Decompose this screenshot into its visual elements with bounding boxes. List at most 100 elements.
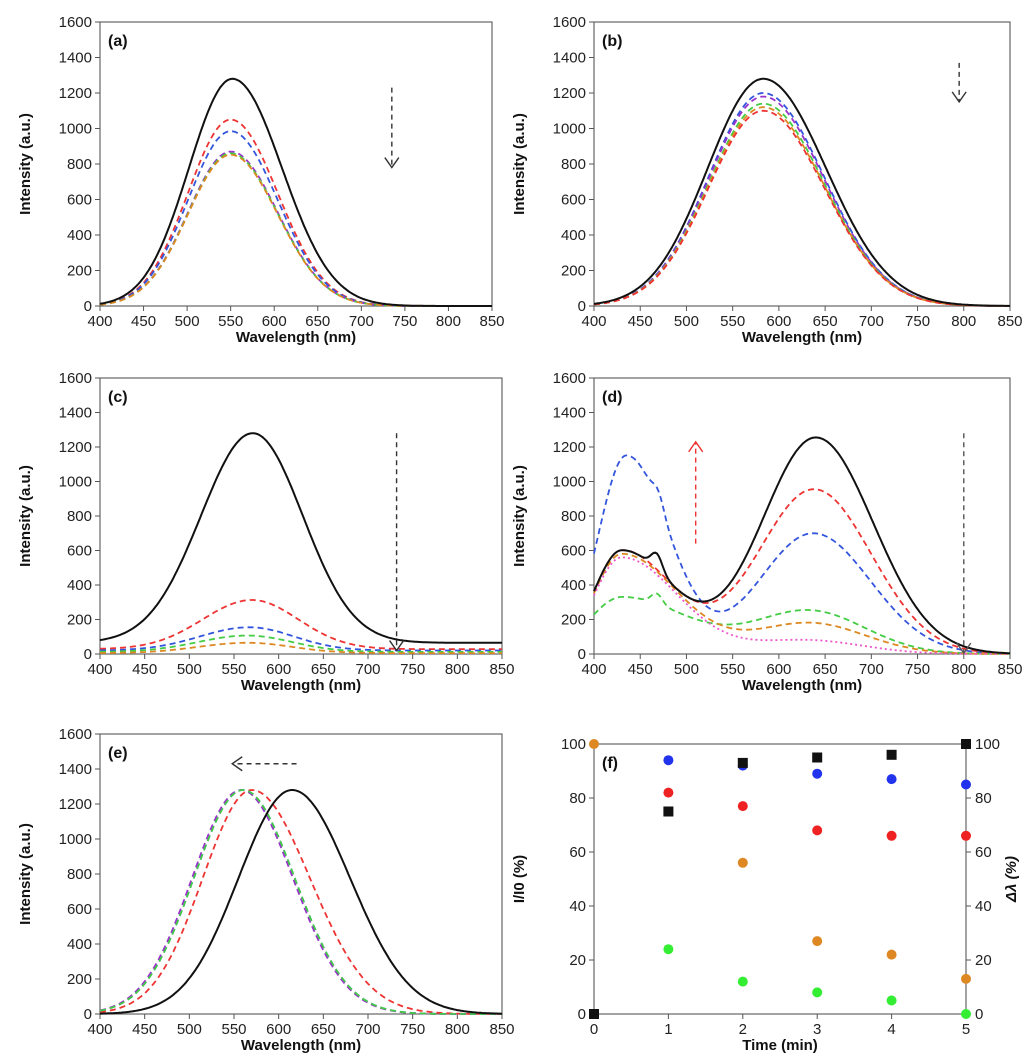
series-line: [99, 130, 492, 307]
y-tick-label: 600: [561, 543, 586, 560]
series-line: [593, 488, 1010, 655]
x-tick-label: 4: [887, 1021, 895, 1038]
y-tick-label: 1600: [553, 370, 586, 387]
x-tick-label: 700: [355, 661, 380, 678]
x-tick-label: 700: [355, 1021, 380, 1038]
y-tick-label: 400: [561, 577, 586, 594]
y-tick-label: 800: [67, 156, 92, 173]
y-tick-label: 1400: [59, 50, 92, 67]
y-tick-label: 200: [561, 612, 586, 629]
x-tick-label: 700: [349, 313, 374, 330]
x-tick-label: 650: [305, 313, 330, 330]
y-tick-label: 60: [569, 844, 586, 861]
data-point-square: [589, 1009, 599, 1019]
panel-label: (f): [602, 755, 618, 772]
x-tick-label: 500: [177, 661, 202, 678]
series-line: [99, 77, 492, 307]
x-tick-label: 500: [674, 313, 699, 330]
y-tick-label: 1000: [59, 474, 92, 491]
series-line: [99, 789, 502, 1015]
y-axis-title: Intensity (a.u.): [17, 823, 34, 925]
x-axis-title: Wavelength (nm): [241, 1037, 361, 1054]
y-tick-label: 0: [578, 298, 586, 315]
plot-frame: [593, 21, 1011, 307]
data-point: [737, 857, 748, 868]
x-tick-label: 400: [581, 661, 606, 678]
y-axis-title: Intensity (a.u.): [17, 465, 34, 567]
y-tick-label: 200: [67, 971, 92, 988]
y-tick-label: 0: [84, 1006, 92, 1023]
series-line: [100, 789, 503, 1015]
panel-d: 0 200 400 600 800 1000 1200 1400 1600 400 450 500 55…: [511, 370, 1023, 694]
data-point: [961, 1009, 971, 1019]
data-point: [886, 949, 897, 960]
x-tick-label: 600: [266, 1021, 291, 1038]
y-right-tick-label: 20: [975, 952, 992, 969]
x-tick-label: 3: [813, 1021, 821, 1038]
y-tick-label: 1200: [553, 85, 586, 102]
y-axis-title: I/I0 (%): [511, 855, 528, 903]
y-tick-label: 1600: [59, 370, 92, 387]
x-tick-label: 450: [132, 661, 157, 678]
data-point: [737, 801, 748, 812]
data-point: [589, 739, 599, 749]
series-line: [100, 634, 502, 653]
x-tick-label: 550: [218, 313, 243, 330]
trend-arrow-head: [230, 756, 243, 772]
data-point: [663, 787, 674, 798]
x-tick-label: 750: [392, 313, 417, 330]
data-point-square: [961, 739, 971, 749]
y-axis-title: Intensity (a.u.): [17, 113, 34, 215]
y-tick-label: 800: [67, 866, 92, 883]
y-tick-label: 0: [578, 646, 586, 663]
series-line: [593, 77, 1010, 307]
x-tick-label: 800: [436, 313, 461, 330]
x-tick-label: 400: [87, 1021, 112, 1038]
plot-frame: [99, 733, 503, 1015]
y-tick-label: 1200: [553, 439, 586, 456]
panel-label: (c): [108, 389, 128, 406]
series-line: [99, 118, 492, 307]
series-line: [593, 95, 1010, 307]
y-tick-label: 400: [67, 227, 92, 244]
series-line: [100, 626, 502, 652]
data-point: [961, 973, 971, 984]
y-tick-label: 1400: [553, 405, 586, 422]
data-point: [663, 755, 674, 766]
y-tick-label: 1200: [59, 439, 92, 456]
data-point-square: [886, 749, 897, 760]
x-tick-label: 500: [177, 1021, 202, 1038]
y-tick-label: 1600: [59, 14, 92, 31]
x-tick-label: 750: [905, 313, 930, 330]
data-point: [961, 779, 971, 790]
x-axis-title: Wavelength (nm): [742, 677, 862, 694]
x-tick-label: 500: [175, 313, 200, 330]
x-tick-label: 600: [766, 661, 791, 678]
panel-a: 0 200 400 600 800 1000 1200 1400 1600 400 450 500 55…: [17, 14, 505, 346]
data-point: [812, 987, 823, 998]
y-tick-label: 800: [561, 508, 586, 525]
y-right-axis-title: Δλ (%): [1003, 856, 1020, 903]
data-point: [812, 768, 823, 779]
x-axis-title: Wavelength (nm): [241, 677, 361, 694]
y-tick-label: 400: [561, 227, 586, 244]
y-tick-label: 1400: [553, 50, 586, 67]
y-tick-label: 1000: [59, 121, 92, 138]
y-right-tick-label: 80: [975, 790, 992, 807]
series-line: [99, 789, 502, 1015]
data-point: [812, 936, 823, 947]
data-point-square: [663, 806, 674, 817]
x-tick-label: 450: [628, 313, 653, 330]
y-tick-label: 1200: [59, 85, 92, 102]
x-tick-label: 450: [132, 1021, 157, 1038]
x-tick-label: 2: [739, 1021, 747, 1038]
panel-label: (d): [602, 389, 622, 406]
trend-arrow-head: [389, 640, 405, 652]
trend-arrow-head: [688, 440, 704, 453]
y-tick-label: 600: [67, 192, 92, 209]
x-tick-label: 850: [489, 661, 514, 678]
x-tick-label: 850: [997, 661, 1022, 678]
panel-label: (b): [602, 33, 622, 50]
panel-f: 0 20 40 60 80 100 0 1 2 3 4 5 Time (min) I/I0 (%) (f) 0…: [511, 736, 1020, 1054]
x-tick-label: 850: [489, 1021, 514, 1038]
